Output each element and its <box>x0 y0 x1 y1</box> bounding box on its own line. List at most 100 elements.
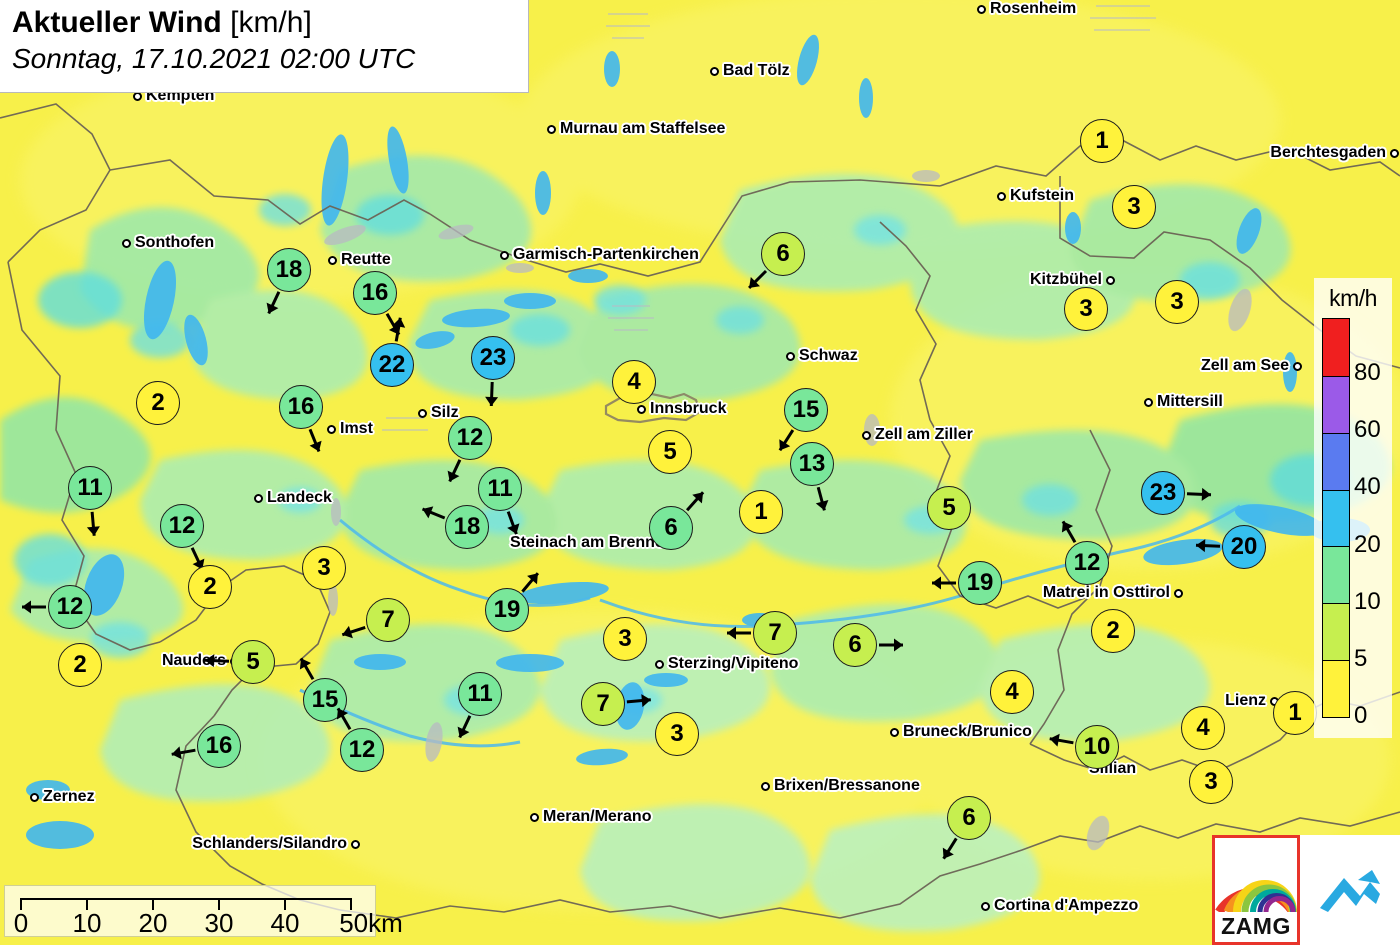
wind-station-marker[interactable]: 3 <box>1189 760 1233 804</box>
city-dot-icon <box>862 430 871 440</box>
title-main: Aktueller Wind <box>12 6 222 39</box>
wind-station-marker[interactable]: 2 <box>188 565 232 609</box>
wind-speed-value: 19 <box>958 561 1002 605</box>
wind-station-marker[interactable]: 19 <box>485 572 540 632</box>
wind-station-marker[interactable]: 12 <box>22 585 92 629</box>
city-label: Bruneck/Brunico <box>903 723 1032 740</box>
wind-station-marker[interactable]: 11 <box>457 672 502 739</box>
wind-speed-value: 13 <box>790 442 834 486</box>
scale-label-4: 40 <box>270 908 300 938</box>
wind-station-marker[interactable]: 7 <box>581 682 651 726</box>
wind-speed-value: 18 <box>445 505 489 549</box>
city-label: Matrei in Osttirol <box>1042 584 1170 601</box>
wind-station-marker[interactable]: 6 <box>942 796 991 860</box>
wind-station-marker[interactable]: 6 <box>833 623 903 667</box>
wind-speed-value: 1 <box>1080 119 1124 163</box>
wind-station-marker[interactable]: 3 <box>1112 185 1156 229</box>
wind-speed-value: 23 <box>1141 471 1185 515</box>
title-box: Aktueller Wind [km/h] Sonntag, 17.10.202… <box>0 0 529 93</box>
wind-station-marker[interactable]: 5 <box>927 486 971 530</box>
scale-label-1: 10 <box>72 908 102 938</box>
wind-station-marker[interactable]: 11 <box>68 466 112 536</box>
wind-station-marker[interactable]: 22 <box>370 317 414 387</box>
city-marker: Schwaz <box>786 347 858 365</box>
wind-station-marker[interactable]: 3 <box>655 712 699 756</box>
wind-station-marker[interactable]: 6 <box>748 232 805 289</box>
wind-station-marker[interactable]: 15 <box>778 388 828 452</box>
wind-station-marker[interactable]: 2 <box>1091 609 1135 653</box>
wind-speed-value: 11 <box>458 672 502 716</box>
wind-speed-value: 16 <box>197 724 241 768</box>
city-dot-icon <box>1390 148 1399 158</box>
city-label: Lienz <box>1225 692 1266 709</box>
wind-station-marker[interactable]: 4 <box>990 670 1034 714</box>
wind-station-marker[interactable]: 1 <box>1080 119 1124 163</box>
city-marker: Kitzbühel <box>1030 271 1115 289</box>
wind-station-marker[interactable]: 12 <box>336 707 384 772</box>
city-marker: Garmisch-Partenkirchen <box>500 246 699 264</box>
city-dot-icon <box>327 424 336 434</box>
wind-station-marker[interactable]: 12 <box>447 416 492 483</box>
wind-speed-value: 6 <box>833 623 877 667</box>
wind-speed-value: 4 <box>990 670 1034 714</box>
wind-speed-value: 5 <box>648 430 692 474</box>
city-dot-icon <box>981 901 990 911</box>
wind-speed-value: 11 <box>478 467 522 511</box>
wind-station-marker[interactable]: 10 <box>1049 725 1119 769</box>
wind-speed-value: 22 <box>370 343 414 387</box>
city-label: Garmisch-Partenkirchen <box>513 246 699 263</box>
wind-station-marker[interactable]: 19 <box>932 561 1002 605</box>
city-label: Landeck <box>267 489 332 506</box>
legend-panel: km/h 80 60 40 20 10 5 0 <box>1314 278 1392 738</box>
scale-tick-5 <box>350 898 352 910</box>
wind-station-marker[interactable]: 7 <box>341 598 410 642</box>
wind-station-marker[interactable]: 23 <box>471 336 515 407</box>
wind-station-marker[interactable]: 13 <box>790 442 834 511</box>
wind-station-marker[interactable]: 3 <box>302 546 346 590</box>
wind-station-marker[interactable]: 5 <box>204 640 275 684</box>
wind-station-marker[interactable]: 16 <box>353 271 401 336</box>
wind-station-marker[interactable]: 4 <box>1181 706 1225 750</box>
wind-station-marker[interactable]: 3 <box>1064 287 1108 331</box>
wind-station-marker[interactable]: 18 <box>421 505 489 549</box>
wind-speed-value: 12 <box>48 585 92 629</box>
wind-station-marker[interactable]: 12 <box>1061 520 1109 585</box>
wind-station-marker[interactable]: 1 <box>739 490 783 534</box>
wind-speed-value: 10 <box>1075 725 1119 769</box>
wind-station-marker[interactable]: 6 <box>649 491 705 550</box>
wind-speed-value: 3 <box>1064 287 1108 331</box>
wind-station-marker[interactable]: 23 <box>1141 471 1212 515</box>
wind-station-marker[interactable]: 3 <box>603 617 647 661</box>
wind-station-marker[interactable]: 2 <box>58 643 102 687</box>
wind-speed-value: 3 <box>603 617 647 661</box>
city-dot-icon <box>351 839 360 849</box>
wind-station-marker[interactable]: 12 <box>160 504 205 571</box>
wind-station-marker[interactable]: 2 <box>136 381 180 425</box>
city-dot-icon <box>547 124 556 134</box>
wind-station-marker[interactable]: 5 <box>648 430 692 474</box>
wind-station-marker[interactable]: 16 <box>279 385 323 453</box>
wind-station-marker[interactable]: 3 <box>1155 280 1199 324</box>
partner-logo <box>1300 835 1400 945</box>
wind-station-marker[interactable]: 1 <box>1273 691 1317 735</box>
wind-speed-value: 16 <box>353 271 397 315</box>
wind-speed-value: 5 <box>927 486 971 530</box>
city-label: Meran/Merano <box>543 808 652 825</box>
city-marker: Brixen/Bressanone <box>761 777 920 795</box>
wind-station-marker[interactable]: 4 <box>612 360 656 404</box>
legend-colorbar <box>1322 318 1350 718</box>
scale-label-3: 30 <box>204 908 234 938</box>
city-label: Reutte <box>341 251 391 268</box>
city-marker: Reutte <box>328 251 391 269</box>
city-label: Murnau am Staffelsee <box>560 120 726 137</box>
city-marker: Sterzing/Vipiteno <box>655 655 798 673</box>
wind-station-marker[interactable]: 18 <box>266 248 311 315</box>
wind-station-marker[interactable]: 7 <box>727 611 797 655</box>
city-marker: Steinach am Brenner <box>506 534 670 552</box>
wind-station-marker[interactable]: 16 <box>171 724 241 768</box>
city-marker: Zell am Ziller <box>862 426 973 444</box>
wind-station-marker[interactable]: 11 <box>478 467 522 535</box>
wind-speed-value: 3 <box>302 546 346 590</box>
wind-station-marker[interactable]: 20 <box>1195 525 1266 569</box>
city-label: Kitzbühel <box>1030 271 1102 288</box>
